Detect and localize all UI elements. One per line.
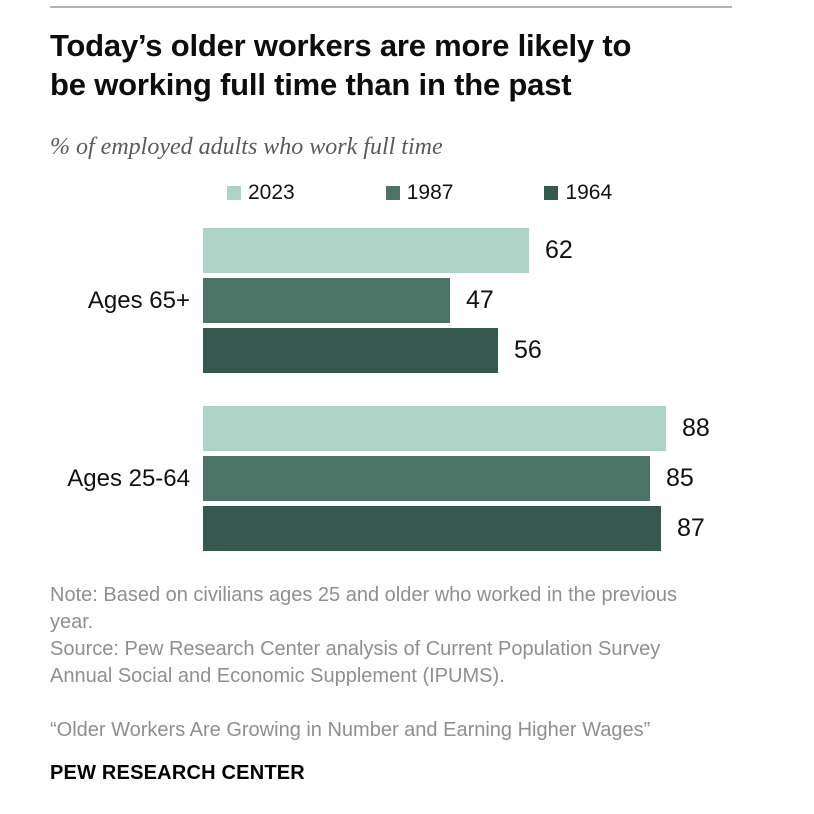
source-text: Source: Pew Research Center analysis of … [50,638,661,687]
category-label: Ages 25-64 [67,464,190,492]
chart-subtitle: % of employed adults who work full time [50,134,443,160]
bar [203,506,661,551]
category-label: Ages 65+ [87,286,190,314]
value-label: 47 [466,286,494,314]
legend-label: 2023 [248,181,295,204]
bar-row: 85 [203,456,814,501]
bar [203,456,650,501]
chart-title: Today’s older workers are more likely to… [50,26,814,104]
legend: 2023 1987 1964 [50,181,814,205]
bar [203,278,450,323]
bar-row: 62 [203,228,814,273]
bar-group: Ages 25-64 88 85 87 [67,406,814,551]
top-rule [50,6,732,8]
bar-row: 88 [203,406,814,451]
legend-label: 1987 [406,181,454,204]
brand-name: PEW RESEARCH CENTER [50,762,305,784]
chart-title-line2: be working full time than in the past [50,67,572,102]
note-text: Note: Based on civilians ages 25 and old… [50,584,678,633]
value-label: 88 [682,414,710,442]
bar-chart: Ages 65+ 62 47 56 Ages 25-64 88 85 87 [67,228,814,551]
legend-item: 2023 [227,181,295,205]
bar [203,406,666,451]
legend-swatch-icon [544,186,559,200]
legend-item: 1964 [544,181,612,205]
legend-swatch-icon [385,186,400,200]
value-label: 62 [545,236,573,264]
footer: Note: Based on civilians ages 25 and old… [50,582,710,785]
report-title: “Older Workers Are Growing in Number and… [50,719,651,741]
bar [203,228,529,273]
bar-row: 87 [203,506,814,551]
value-label: 85 [666,464,694,492]
bar [203,328,498,373]
bar-row: 56 [203,328,814,373]
legend-label: 1964 [565,181,613,204]
bar-group: Ages 65+ 62 47 56 [88,228,814,373]
value-label: 87 [677,514,705,542]
chart-title-line1: Today’s older workers are more likely to [50,28,632,63]
value-label: 56 [514,336,542,364]
bar-row: 47 [203,278,814,323]
legend-swatch-icon [227,186,241,200]
legend-item: 1987 [385,181,454,205]
